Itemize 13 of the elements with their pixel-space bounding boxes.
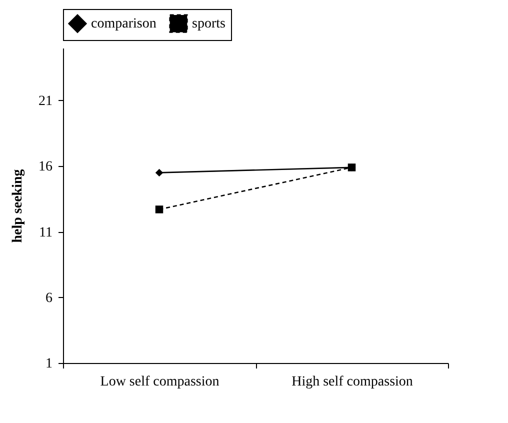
x-tick-label: Low self compassion — [100, 374, 220, 390]
x-tick-label: High self compassion — [292, 374, 413, 390]
y-tick-label: 21 — [38, 94, 52, 109]
point — [155, 206, 164, 214]
legend-label: sports — [192, 16, 226, 32]
y-tick-label: 6 — [46, 290, 52, 306]
point — [155, 168, 164, 177]
legend-label: comparison — [91, 16, 156, 32]
point — [348, 164, 356, 172]
y-tick-label: 16 — [38, 160, 52, 175]
y-tick-label: 11 — [39, 225, 52, 240]
y-axis-title: help seeking — [10, 169, 26, 243]
y-tick-label: 1 — [46, 356, 52, 372]
